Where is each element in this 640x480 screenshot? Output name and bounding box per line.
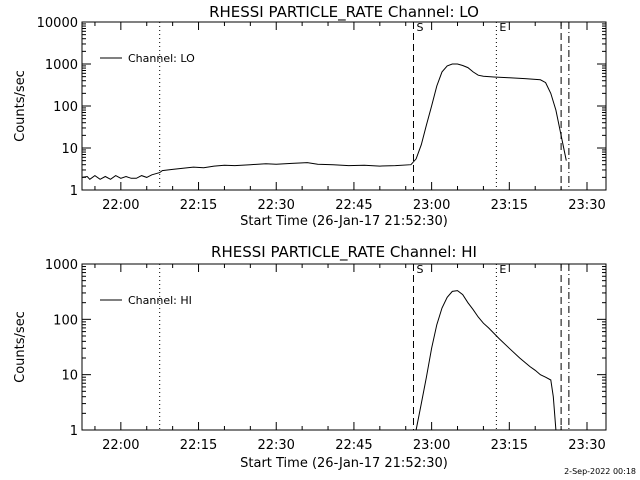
event-marker-label: E [499,21,506,34]
y-tick-label: 10 [61,369,78,384]
chart-title: RHESSI PARTICLE_RATE Channel: HI [211,243,477,262]
x-tick-label: 23:00 [413,438,450,453]
x-axis-label: Start Time (26-Jan-17 21:52:30) [240,456,448,471]
y-tick-label: 10000 [37,16,78,31]
x-tick-label: 22:15 [180,438,217,453]
x-tick-label: 22:00 [102,438,139,453]
footer-date: 2-Sep-2022 00:18 [564,467,636,476]
series-line-channel-hi [415,290,557,431]
event-marker-label: E [499,263,506,276]
plot-frame [81,263,607,431]
y-tick-label: 10 [61,142,78,157]
y-tick-label: 100 [53,100,78,115]
y-axis-label: Counts/sec [13,70,28,142]
y-tick-label: 1 [70,424,78,439]
x-tick-label: 22:45 [335,438,372,453]
x-tick-label: 22:00 [102,198,139,213]
plot-frame [81,21,607,191]
event-marker-label: S [416,263,423,276]
series-line-channel-lo [81,63,567,180]
x-tick-label: 23:30 [568,438,605,453]
panel-hi: RHESSI PARTICLE_RATE Channel: HI Start Ti… [13,243,607,471]
y-axis-label: Counts/sec [13,311,28,383]
legend-label: Channel: HI [128,294,192,307]
y-tick-label: 1000 [45,258,78,273]
x-tick-label: 22:15 [180,198,217,213]
x-tick-label: 22:30 [257,438,294,453]
chart-title: RHESSI PARTICLE_RATE Channel: LO [209,3,479,22]
panel-lo: RHESSI PARTICLE_RATE Channel: LO Start Ti… [13,3,607,229]
x-tick-label: 23:00 [413,198,450,213]
x-axis-label: Start Time (26-Jan-17 21:52:30) [240,214,448,229]
event-marker-label: S [416,21,423,34]
legend-label: Channel: LO [128,52,195,65]
x-tick-label: 22:30 [257,198,294,213]
x-tick-label: 23:15 [491,438,528,453]
x-tick-label: 22:45 [335,198,372,213]
x-tick-label: 23:15 [491,198,528,213]
y-tick-label: 1000 [45,58,78,73]
y-tick-label: 100 [53,313,78,328]
x-tick-label: 23:30 [568,198,605,213]
y-tick-label: 1 [70,184,78,199]
